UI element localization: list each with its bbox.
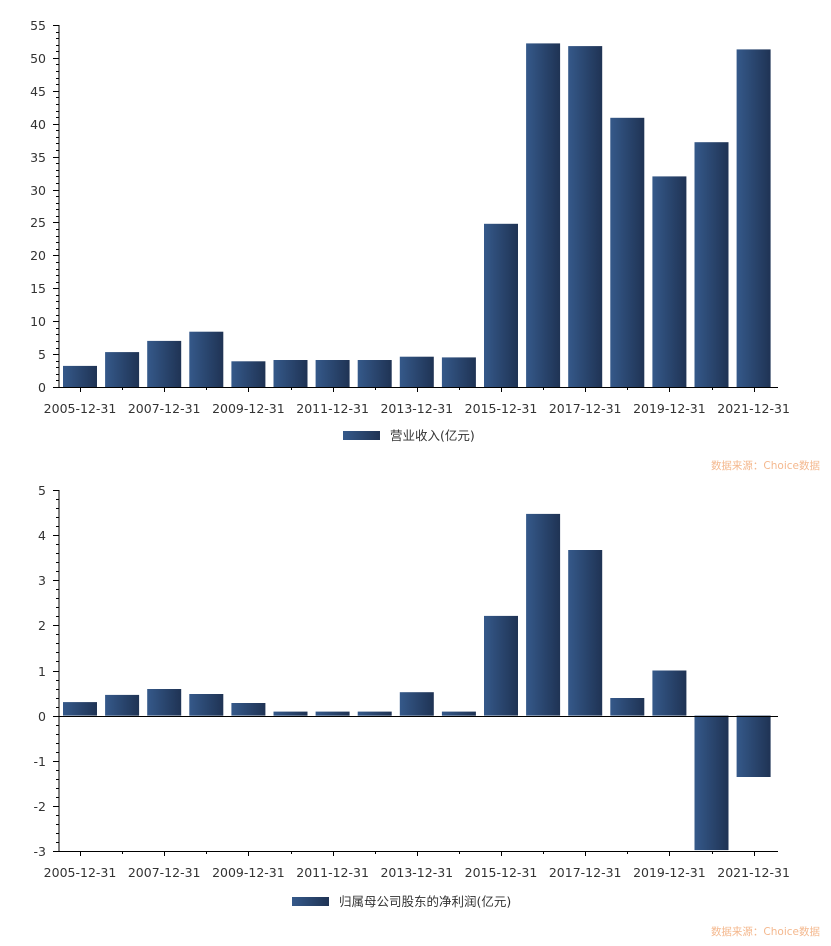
y-axis: -3 -2 -1 0 1 2 3 4 5 bbox=[34, 483, 60, 859]
bar[interactable] bbox=[273, 360, 308, 387]
legend-swatch bbox=[343, 431, 380, 440]
bar[interactable] bbox=[315, 711, 350, 716]
source-note: 数据来源：Choice数据 bbox=[711, 925, 821, 938]
bar[interactable] bbox=[484, 615, 518, 716]
bar[interactable] bbox=[736, 49, 771, 388]
source-note: 数据来源：Choice数据 bbox=[711, 459, 821, 472]
y-tick-label: 5 bbox=[38, 347, 46, 362]
legend[interactable]: 营业收入(亿元) bbox=[343, 428, 475, 443]
x-tick-label: 2005-12-31 bbox=[44, 401, 117, 416]
x-tick-label: 2009-12-31 bbox=[212, 401, 285, 416]
bar[interactable] bbox=[315, 360, 350, 387]
x-tick-label: 2005-12-31 bbox=[44, 865, 117, 880]
bar[interactable] bbox=[441, 711, 476, 716]
x-tick-label: 2009-12-31 bbox=[212, 865, 285, 880]
y-tick-label: -3 bbox=[34, 844, 46, 859]
x-tick-label: 2021-12-31 bbox=[717, 865, 790, 880]
y-tick-label: 15 bbox=[30, 281, 46, 296]
x-tick-label: 2007-12-31 bbox=[128, 865, 201, 880]
bar[interactable] bbox=[526, 513, 561, 716]
bar[interactable] bbox=[357, 711, 392, 716]
x-axis: 2005-12-31 2007-12-31 2009-12-31 2011-12-31… bbox=[44, 387, 790, 416]
bar[interactable] bbox=[484, 223, 518, 387]
y-tick-label: 50 bbox=[30, 51, 46, 66]
bar[interactable] bbox=[357, 360, 392, 387]
x-tick-label: 2015-12-31 bbox=[465, 865, 538, 880]
bar[interactable] bbox=[568, 46, 603, 387]
x-tick-label: 2013-12-31 bbox=[380, 865, 453, 880]
x-tick-label: 2017-12-31 bbox=[549, 401, 622, 416]
bar[interactable] bbox=[736, 715, 771, 777]
bar[interactable] bbox=[399, 356, 434, 387]
bar[interactable] bbox=[399, 692, 434, 716]
x-tick-label: 2011-12-31 bbox=[296, 865, 369, 880]
x-tick-label: 2015-12-31 bbox=[465, 401, 538, 416]
bar[interactable] bbox=[231, 703, 266, 716]
bar[interactable] bbox=[105, 352, 140, 387]
x-tick-label: 2011-12-31 bbox=[296, 401, 369, 416]
y-tick-label: 35 bbox=[30, 150, 46, 165]
y-tick-label: 4 bbox=[38, 528, 46, 543]
y-tick-label: 55 bbox=[30, 18, 46, 33]
x-tick-label: 2019-12-31 bbox=[633, 401, 706, 416]
y-tick-label: 25 bbox=[30, 215, 46, 230]
bar[interactable] bbox=[189, 694, 224, 716]
legend-swatch bbox=[292, 897, 329, 906]
y-tick-label: 10 bbox=[30, 314, 46, 329]
y-tick-label: 1 bbox=[38, 664, 46, 679]
y-axis: 0 5 10 15 20 25 30 35 40 45 50 55 bbox=[30, 18, 60, 395]
y-tick-label: 20 bbox=[30, 248, 46, 263]
y-tick-label: 5 bbox=[38, 483, 46, 498]
x-axis: 2005-12-31 2007-12-31 2009-12-31 2011-12-31… bbox=[44, 716, 790, 880]
revenue-chart: 0 5 10 15 20 25 30 35 40 45 50 55 2005-12-31 2007-12… bbox=[30, 18, 820, 472]
bar[interactable] bbox=[526, 43, 561, 388]
bar[interactable] bbox=[189, 331, 224, 387]
y-tick-label: 3 bbox=[38, 573, 46, 588]
bar[interactable] bbox=[147, 689, 182, 716]
x-tick-label: 2013-12-31 bbox=[380, 401, 453, 416]
bar[interactable] bbox=[231, 361, 266, 387]
x-tick-label: 2021-12-31 bbox=[717, 401, 790, 416]
bar[interactable] bbox=[610, 698, 645, 716]
bar[interactable] bbox=[105, 694, 140, 716]
bar[interactable] bbox=[568, 550, 603, 716]
y-tick-label: 0 bbox=[38, 380, 46, 395]
y-tick-label: -1 bbox=[34, 754, 46, 769]
bar[interactable] bbox=[441, 357, 476, 387]
x-tick-label: 2007-12-31 bbox=[128, 401, 201, 416]
bar[interactable] bbox=[610, 117, 645, 388]
bar[interactable] bbox=[63, 702, 97, 716]
bars bbox=[63, 43, 771, 388]
x-tick-label: 2019-12-31 bbox=[633, 865, 706, 880]
y-tick-label: -2 bbox=[34, 799, 46, 814]
y-tick-label: 0 bbox=[38, 709, 46, 724]
legend[interactable]: 归属母公司股东的净利润(亿元) bbox=[292, 894, 511, 909]
x-tick-label: 2017-12-31 bbox=[549, 865, 622, 880]
bar[interactable] bbox=[147, 340, 182, 387]
legend-label: 营业收入(亿元) bbox=[390, 428, 475, 443]
net-profit-chart: -3 -2 -1 0 1 2 3 4 5 2005-12-31 2007-12-31 2009-12… bbox=[34, 483, 821, 938]
bar[interactable] bbox=[273, 711, 308, 716]
bar[interactable] bbox=[652, 176, 687, 387]
y-tick-label: 45 bbox=[30, 84, 46, 99]
bar[interactable] bbox=[652, 670, 687, 716]
bar[interactable] bbox=[63, 365, 97, 387]
bar[interactable] bbox=[694, 142, 729, 387]
y-tick-label: 40 bbox=[30, 117, 46, 132]
bar[interactable] bbox=[694, 715, 729, 851]
bars bbox=[63, 513, 771, 851]
legend-label: 归属母公司股东的净利润(亿元) bbox=[339, 894, 511, 909]
y-tick-label: 30 bbox=[30, 183, 46, 198]
y-tick-label: 2 bbox=[38, 618, 46, 633]
